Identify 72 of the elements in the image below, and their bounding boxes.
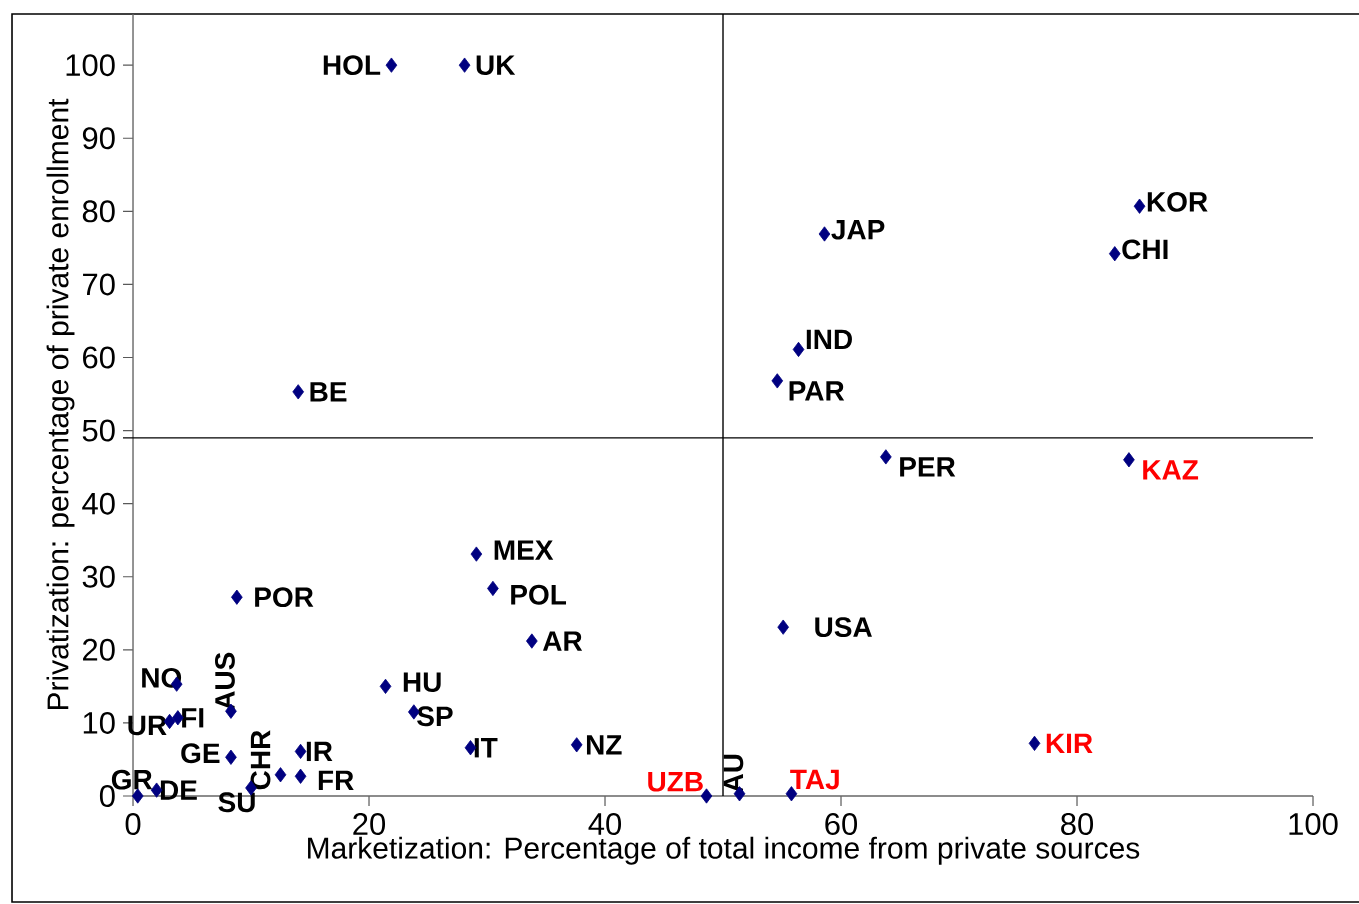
point [1123,452,1135,468]
point [294,768,307,784]
annotation: PAR [789,381,845,401]
x-tick-label: 80 [1061,813,1094,836]
annotation: IND [806,329,852,350]
annotation: KAZ [1143,460,1199,480]
x-axis-title: Marketization: Percentage of total income from private sources [308,836,1140,865]
y-tick-label: 60 [83,346,115,369]
annotation: KOR [1147,191,1208,212]
annotation: IR [306,741,333,762]
x-tick-label: 60 [825,813,858,836]
point [792,341,805,358]
annotation: UR [128,715,167,736]
point [458,57,471,73]
point [379,678,392,694]
annotation: UK [476,55,516,75]
point [818,226,831,242]
annotation: PER [900,457,956,477]
annotation: UZB [648,772,703,792]
annotation: AU [723,754,744,793]
annotation: AUS [215,652,235,711]
point [274,767,287,783]
point [570,737,583,753]
annotation: BE [310,382,347,402]
point [880,449,892,465]
annotation: CHR [250,730,271,790]
annotation: FI [182,708,204,728]
annotation: DE [160,780,197,800]
x-tick-label: 0 [125,813,141,836]
y-tick-label: 50 [82,419,115,442]
x-tick-label: 100 [1289,813,1338,836]
x-tick-label: 20 [353,813,386,836]
annotation: HOL [323,55,381,76]
point [292,384,305,400]
y-tick-label: 90 [82,127,115,150]
y-tick-label: 100 [66,54,115,77]
y-tick-label: 20 [83,638,115,661]
annotation: JAP [831,220,885,240]
annotation: KIR [1046,733,1093,753]
annotation: MEX [494,540,554,560]
annotation: TAJ [790,769,839,790]
y-axis-title: Privatization: percentage of private enrollment [46,98,75,710]
y-tick-label: 10 [83,711,115,734]
annotation: POR [255,587,314,608]
point [385,57,398,73]
point [1028,735,1041,751]
point [1108,246,1121,262]
point [487,580,499,597]
annotation: CHI [1122,239,1168,260]
point [225,749,237,765]
annotation: NZ [586,735,622,755]
annotation: GE [181,743,220,764]
y-tick-label: 80 [82,200,115,223]
y-tick-label: 70 [83,273,115,296]
point [470,546,483,562]
point [526,633,538,649]
point [1133,198,1146,214]
x-tick-label: 40 [588,813,622,836]
point [231,589,243,605]
annotation: IT [474,738,498,758]
y-tick-label: 40 [82,492,115,515]
point [777,619,789,635]
annotation: AR [542,631,583,651]
annotation: HU [403,672,441,692]
annotation: FR [318,770,354,790]
annotation: SU [218,792,255,813]
y-tick-label: 30 [82,565,115,588]
annotation: POL [511,584,567,605]
annotation: SP [417,706,453,727]
point [294,743,307,759]
point [771,373,784,389]
annotation: USA [815,617,872,638]
